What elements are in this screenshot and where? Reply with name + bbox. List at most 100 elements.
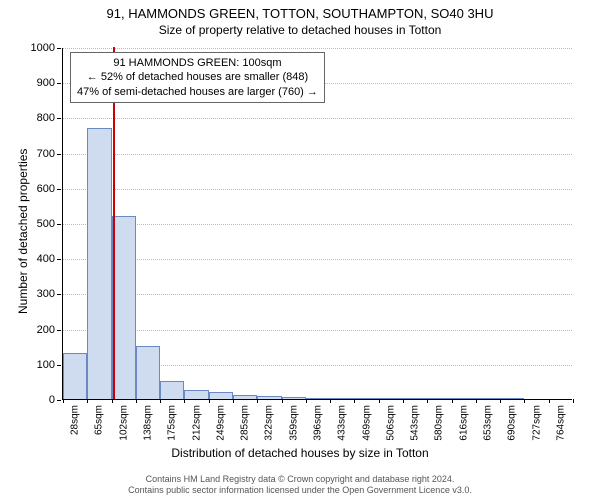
y-tick-label: 1000 [31, 42, 55, 54]
x-tick [403, 399, 404, 403]
gridline [63, 259, 572, 260]
x-tick [379, 399, 380, 403]
y-tick [57, 224, 61, 225]
bar [282, 397, 306, 399]
y-tick [57, 189, 61, 190]
x-tick-label: 28sqm [70, 405, 81, 435]
y-tick [57, 365, 61, 366]
bar [160, 381, 184, 399]
gridline [63, 118, 572, 119]
bar [354, 398, 378, 399]
x-tick-label: 102sqm [118, 405, 129, 441]
y-tick-label: 800 [37, 112, 55, 124]
bar [63, 353, 87, 399]
gridline [63, 294, 572, 295]
x-tick-label: 616sqm [458, 405, 469, 441]
chart-container: 91, HAMMONDS GREEN, TOTTON, SOUTHAMPTON,… [0, 0, 600, 500]
bar [184, 390, 208, 399]
x-tick [257, 399, 258, 403]
x-tick [209, 399, 210, 403]
chart-info-box: 91 HAMMONDS GREEN: 100sqm ← 52% of detac… [70, 52, 325, 103]
gridline [63, 224, 572, 225]
y-tick [57, 294, 61, 295]
bar [427, 398, 451, 399]
y-tick-label: 200 [37, 324, 55, 336]
gridline [63, 48, 572, 49]
x-tick [184, 399, 185, 403]
bar [136, 346, 160, 399]
y-tick [57, 48, 61, 49]
gridline [63, 189, 572, 190]
y-tick [57, 118, 61, 119]
footer-line2: Contains public sector information licen… [0, 485, 600, 496]
x-tick [573, 399, 574, 403]
x-tick [63, 399, 64, 403]
x-tick-label: 285sqm [240, 405, 251, 441]
y-tick-label: 900 [37, 77, 55, 89]
x-tick-label: 322sqm [264, 405, 275, 441]
x-tick-label: 727sqm [531, 405, 542, 441]
x-tick-label: 580sqm [434, 405, 445, 441]
x-tick [112, 399, 113, 403]
bar [476, 398, 500, 399]
x-tick [549, 399, 550, 403]
x-tick [476, 399, 477, 403]
chart-title-main: 91, HAMMONDS GREEN, TOTTON, SOUTHAMPTON,… [0, 0, 600, 21]
bar [330, 398, 354, 399]
x-tick-label: 175sqm [167, 405, 178, 441]
gridline [63, 154, 572, 155]
x-tick [160, 399, 161, 403]
info-box-line2: ← 52% of detached houses are smaller (84… [77, 70, 318, 84]
y-tick [57, 154, 61, 155]
bar [209, 392, 233, 399]
x-tick [330, 399, 331, 403]
info-box-line1: 91 HAMMONDS GREEN: 100sqm [77, 56, 318, 70]
bar [112, 216, 136, 399]
x-tick-label: 249sqm [215, 405, 226, 441]
x-tick-label: 653sqm [483, 405, 494, 441]
x-tick [452, 399, 453, 403]
y-tick [57, 400, 61, 401]
x-tick-label: 469sqm [361, 405, 372, 441]
x-tick-label: 690sqm [507, 405, 518, 441]
bar [306, 398, 330, 399]
x-tick [87, 399, 88, 403]
x-tick [500, 399, 501, 403]
x-tick [282, 399, 283, 403]
x-tick-label: 433sqm [337, 405, 348, 441]
bar [233, 395, 257, 399]
y-tick [57, 330, 61, 331]
bar [257, 396, 281, 399]
x-tick [306, 399, 307, 403]
y-tick-label: 100 [37, 359, 55, 371]
x-tick-label: 359sqm [288, 405, 299, 441]
footer-line1: Contains HM Land Registry data © Crown c… [0, 474, 600, 485]
y-tick-label: 300 [37, 288, 55, 300]
y-tick-label: 600 [37, 183, 55, 195]
bar [87, 128, 111, 399]
y-tick [57, 83, 61, 84]
bar [403, 398, 427, 399]
bar [500, 398, 524, 399]
y-tick-label: 0 [49, 394, 55, 406]
bar [379, 398, 403, 399]
y-tick-label: 400 [37, 253, 55, 265]
x-tick-label: 138sqm [143, 405, 154, 441]
y-tick-label: 500 [37, 218, 55, 230]
chart-title-sub: Size of property relative to detached ho… [0, 21, 600, 37]
gridline [63, 330, 572, 331]
x-tick-label: 65sqm [94, 405, 105, 435]
y-tick-label: 700 [37, 148, 55, 160]
info-box-line3: 47% of semi-detached houses are larger (… [77, 85, 318, 99]
x-axis-label: Distribution of detached houses by size … [0, 446, 600, 460]
x-tick [354, 399, 355, 403]
x-tick [524, 399, 525, 403]
x-tick-label: 543sqm [410, 405, 421, 441]
x-tick-label: 764sqm [555, 405, 566, 441]
x-tick [427, 399, 428, 403]
x-tick [136, 399, 137, 403]
bar [452, 398, 476, 399]
x-tick-label: 396sqm [313, 405, 324, 441]
x-tick-label: 212sqm [191, 405, 202, 441]
x-tick [233, 399, 234, 403]
